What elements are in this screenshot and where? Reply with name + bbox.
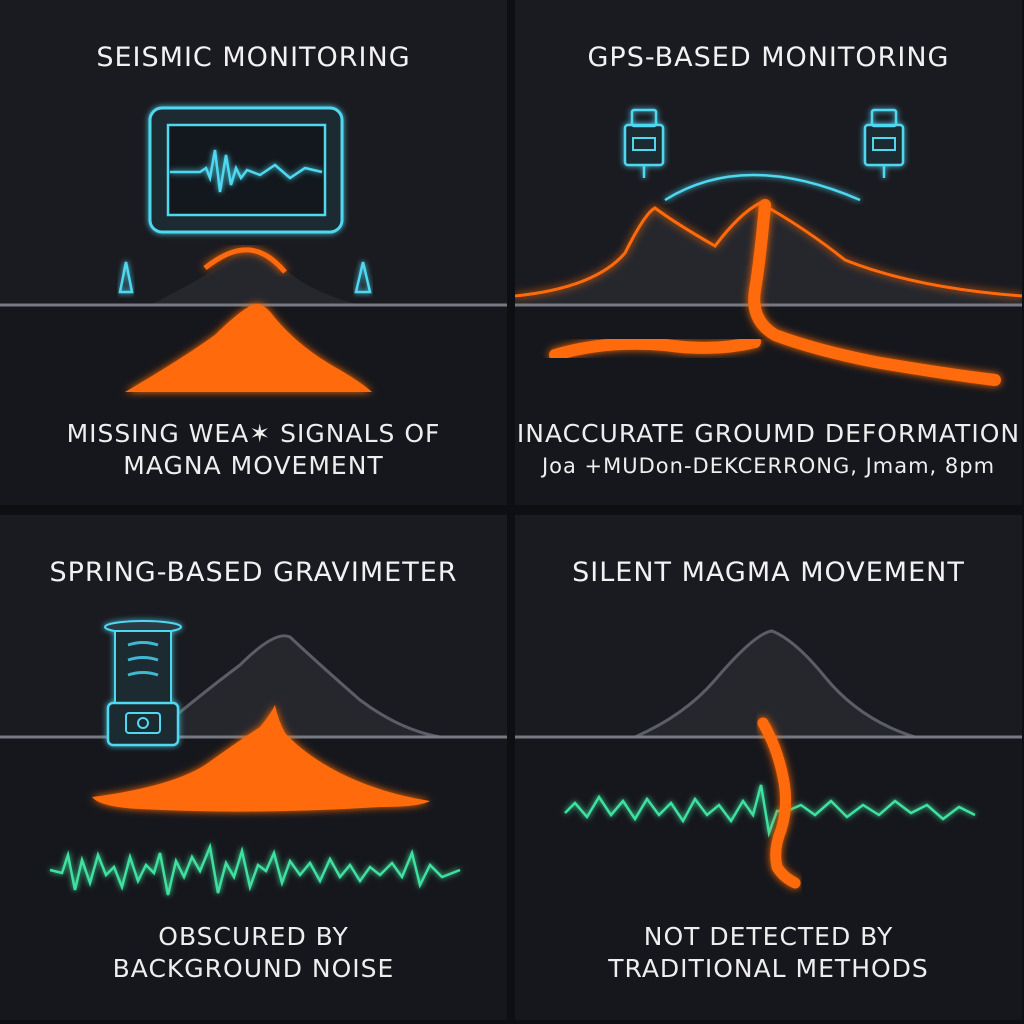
magma-chamber xyxy=(92,705,430,812)
panel-title: SEISMIC MONITORING xyxy=(96,42,411,73)
panel-title: SPRING-BASED GRAVIMETER xyxy=(49,557,458,588)
panel-caption: INACCURATE GROUMD DEFORMATION Joa +MUDon… xyxy=(515,418,1022,482)
underground xyxy=(515,737,1022,1020)
gravimeter-scene xyxy=(0,620,507,1020)
volcano-shape xyxy=(150,248,360,305)
caption-line-1: OBSCURED BY xyxy=(158,922,349,951)
caption-line-2: BACKGROUND NOISE xyxy=(112,954,395,983)
volcano-outline xyxy=(634,629,916,739)
gps-station-left-icon xyxy=(623,108,665,178)
seismic-waveform xyxy=(170,149,323,193)
background-noise-signal xyxy=(49,842,461,896)
caption-line-2: TRADITIONAL METHODS xyxy=(608,954,929,983)
caption-line-2: Joa +MUDon-DEKCERRONG, Jmam, 8pm xyxy=(541,454,996,478)
caption-line-1: MISSING WEA✶ SIGNALS OF xyxy=(66,419,441,448)
panel-title: GPS-BASED MONITORING xyxy=(587,42,950,73)
sensor-left-icon xyxy=(118,261,134,294)
volcano-outline xyxy=(149,634,441,739)
magma-conduit xyxy=(748,199,1001,386)
panel-title: SILENT MAGMA MOVEMENT xyxy=(572,557,965,588)
panel-silent-magma: SILENT MAGMA MOVEMENT NOT DETECTED BY TR… xyxy=(515,515,1022,1020)
silent-magma-scene xyxy=(515,629,1022,1020)
sensor-right-icon xyxy=(354,261,372,294)
volcano-shape xyxy=(150,635,440,737)
panel-caption: NOT DETECTED BY TRADITIONAL METHODS xyxy=(515,921,1022,985)
gps-scene xyxy=(515,108,1022,505)
panel-caption: MISSING WEA✶ SIGNALS OF MAGNA MOVEMENT xyxy=(0,418,507,482)
deformation-outline xyxy=(515,201,1022,298)
underground xyxy=(515,305,1022,505)
volcano-vent-glow xyxy=(203,247,287,274)
seismic-scene xyxy=(0,106,507,505)
gps-station-right-icon xyxy=(863,108,905,178)
seismograph-monitor xyxy=(148,106,344,234)
magma-chamber xyxy=(125,303,372,392)
magma-dike xyxy=(757,717,801,889)
flat-signal-trace xyxy=(564,784,976,838)
caption-line-2: MAGNA MOVEMENT xyxy=(123,451,384,480)
panel-spring-gravimeter: SPRING-BASED GRAVIMETER OBSCURED BY BACK… xyxy=(0,515,507,1020)
caption-line-1: INACCURATE GROUMD DEFORMATION xyxy=(516,419,1021,448)
caption-line-1: NOT DETECTED BY xyxy=(643,922,894,951)
volcano-shape xyxy=(515,205,1022,305)
panel-gps-monitoring: GPS-BASED MONITORING INACCURATE GROUMD D… xyxy=(515,0,1022,505)
panel-caption: OBSCURED BY BACKGROUND NOISE xyxy=(0,921,507,985)
volcano-shape xyxy=(635,631,915,737)
gps-baseline-arc xyxy=(664,173,861,202)
magma-sill xyxy=(549,336,761,361)
gravimeter-device-icon xyxy=(104,620,182,747)
panel-seismic-monitoring: SEISMIC MONITORING MISSING WEA✶ SIGNALS … xyxy=(0,0,507,505)
